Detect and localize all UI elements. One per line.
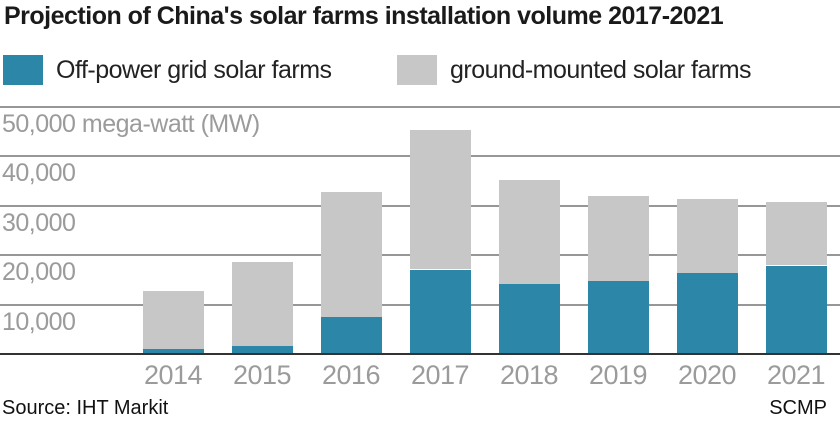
x-axis-label: 2018 <box>499 360 559 390</box>
bar-segment-off-power-grid <box>498 283 560 353</box>
y-axis-tick-label: 10,000 <box>2 307 76 336</box>
x-axis-label: 2021 <box>766 360 826 390</box>
bar-segment-ground-mounted <box>765 201 827 266</box>
source-text: Source: IHT Markit <box>2 397 169 419</box>
credit-text: SCMP <box>769 397 827 419</box>
legend-item-ground-mounted: ground-mounted solar farms <box>397 55 752 85</box>
legend-swatch-ground-mounted <box>397 55 437 85</box>
legend-label-ground-mounted: ground-mounted solar farms <box>450 55 752 84</box>
bar-segment-ground-mounted <box>587 195 649 281</box>
y-axis-tick-label: 30,000 <box>2 208 76 237</box>
bar-segment-ground-mounted <box>231 261 293 346</box>
y-axis-tick-label: 20,000 <box>2 258 76 287</box>
x-axis-label: 2015 <box>232 360 292 390</box>
chart-title: Projection of China's solar farms instal… <box>4 2 724 30</box>
legend-swatch-off-power-grid <box>3 55 43 85</box>
bar-segment-off-power-grid <box>587 280 649 353</box>
legend-item-off-power-grid: Off-power grid solar farms <box>3 55 332 85</box>
bar-segment-off-power-grid <box>409 269 471 353</box>
x-axis-label: 2020 <box>677 360 737 390</box>
chart-legend: Off-power grid solar farms ground-mounte… <box>0 55 840 89</box>
x-axis-line <box>0 353 840 355</box>
bar-segment-ground-mounted <box>676 199 738 273</box>
bar-segment-ground-mounted <box>409 130 471 270</box>
bar-segment-ground-mounted <box>142 291 204 350</box>
grid-line <box>0 106 840 108</box>
bar-segment-off-power-grid <box>142 349 204 353</box>
bar-segment-off-power-grid <box>765 265 827 353</box>
x-axis-label: 2019 <box>588 360 648 390</box>
bar-segment-ground-mounted <box>320 192 382 317</box>
x-axis-label: 2014 <box>143 360 203 390</box>
bar-segment-off-power-grid <box>231 345 293 353</box>
x-axis-label: 2017 <box>410 360 470 390</box>
y-axis-tick-label: 50,000 mega-watt (MW) <box>2 110 260 138</box>
x-axis-label: 2016 <box>321 360 381 390</box>
bar-segment-off-power-grid <box>320 316 382 353</box>
bar-segment-off-power-grid <box>676 273 738 353</box>
bar-segment-ground-mounted <box>498 179 560 284</box>
y-axis-tick-label: 40,000 <box>2 159 76 188</box>
legend-label-off-power-grid: Off-power grid solar farms <box>56 55 332 84</box>
